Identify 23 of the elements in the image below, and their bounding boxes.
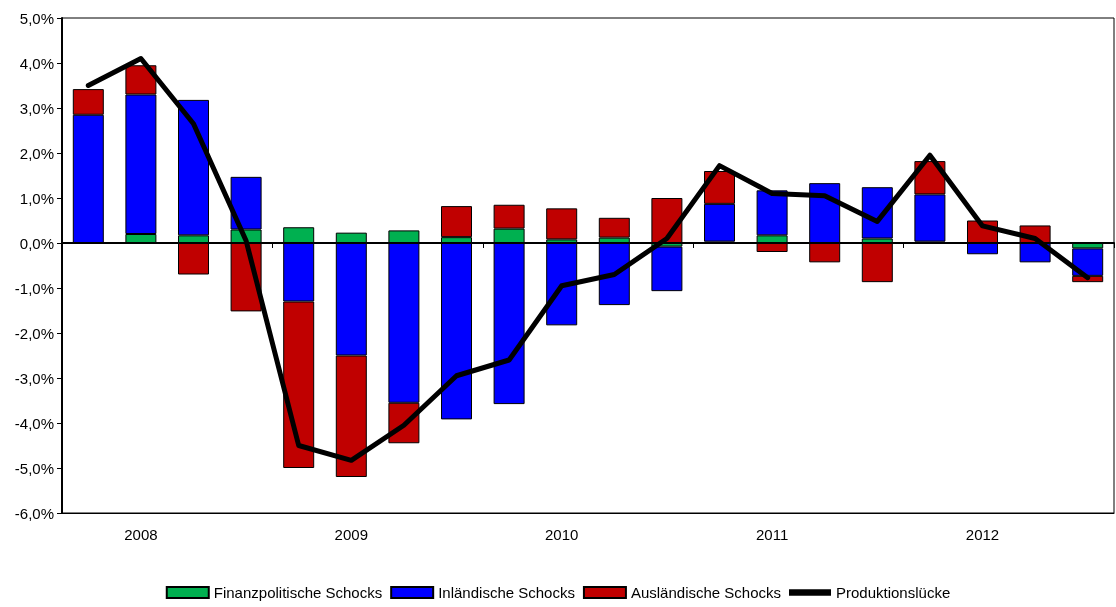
x-tick-label: 2009 (334, 526, 368, 543)
y-tick-label: -6,0% (14, 504, 54, 522)
bar (546, 208, 578, 240)
y-tick-label: -2,0% (14, 324, 54, 342)
legend-label: Finanzpolitische Schocks (213, 584, 383, 601)
y-tick-label: 5,0% (19, 9, 54, 27)
bar (651, 246, 683, 292)
y-tick-label: 2,0% (19, 144, 54, 162)
x-tick-label: 2010 (545, 526, 579, 543)
y-tick-label: 4,0% (19, 54, 54, 72)
y-tick-label: -3,0% (14, 369, 54, 387)
x-tick-label: 2012 (965, 526, 1000, 543)
y-tick-label: -4,0% (14, 414, 54, 432)
y-tick-label: -5,0% (14, 459, 54, 477)
legend-label: Inländische Schocks (438, 584, 575, 601)
y-tick-label: 3,0% (19, 99, 54, 117)
y-tick-label: 1,0% (19, 189, 54, 207)
legend-label: Produktionslücke (836, 584, 951, 601)
legend-label: Ausländische Schocks (630, 584, 782, 601)
x-tick-label: 2008 (124, 526, 158, 543)
y-tick-label: 0,0% (19, 234, 54, 252)
x-tick-label: 2011 (755, 526, 789, 543)
y-tick-label: -1,0% (14, 279, 54, 297)
